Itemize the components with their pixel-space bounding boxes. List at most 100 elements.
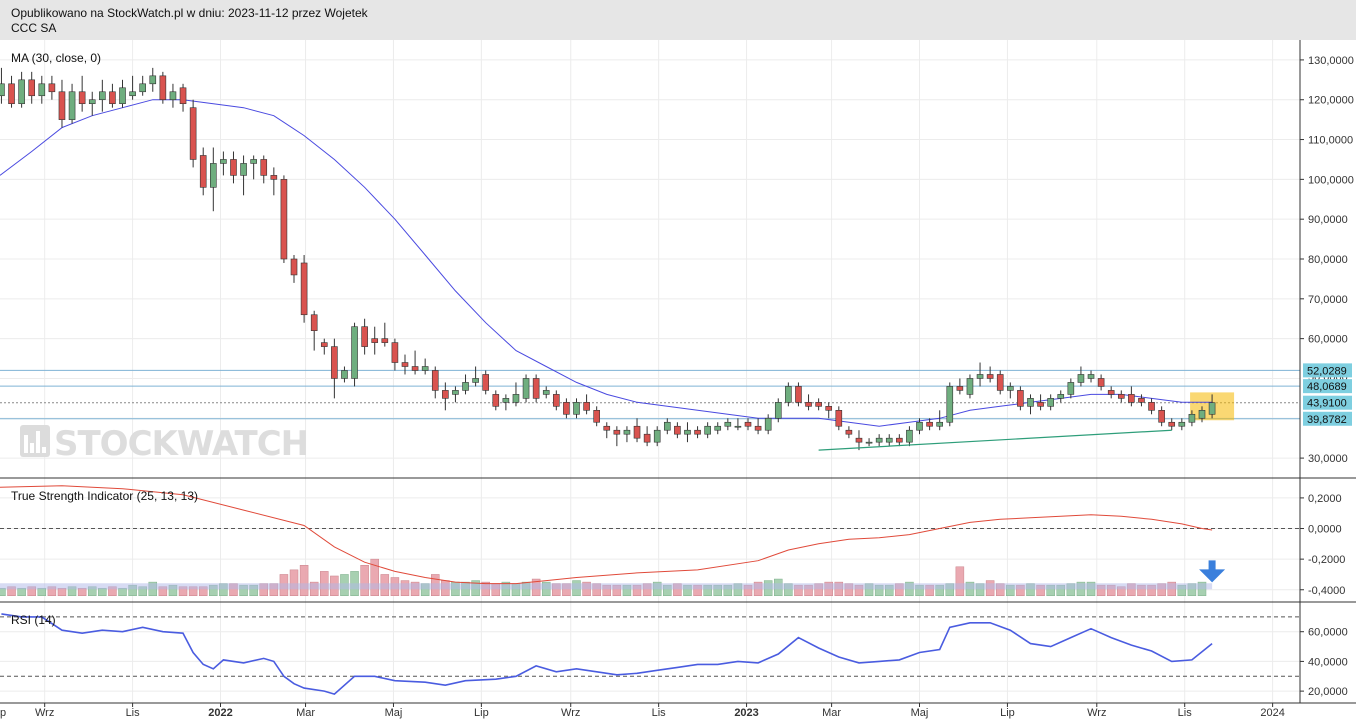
candle-up: [785, 386, 792, 403]
candle-down: [391, 342, 399, 363]
candle-down: [613, 429, 621, 435]
price-y-tick: 90,0000: [1308, 214, 1348, 226]
candle-up: [764, 417, 772, 431]
x-tick-label: Wrz: [561, 707, 580, 719]
candle-up: [139, 83, 146, 93]
trendline[interactable]: [818, 429, 1172, 451]
tsi-histogram-bar: [0, 587, 6, 597]
candle-up: [38, 83, 46, 97]
candle-down: [230, 159, 237, 176]
price-level-badge-label: 48,0689: [1307, 381, 1347, 393]
price-y-tick: 130,0000: [1308, 55, 1354, 67]
candle-down: [986, 374, 994, 379]
tsi-y-tick: 0,2000: [1308, 493, 1342, 505]
candle-down: [401, 362, 409, 367]
watermark-text: STOCKWATCH: [54, 424, 308, 464]
tsi-y-tick: 0,0000: [1308, 524, 1342, 536]
candle-down: [553, 394, 560, 407]
candle-down: [189, 107, 197, 160]
candle-down: [532, 378, 540, 399]
candle-up: [885, 437, 893, 443]
price-level-badge[interactable]: [1303, 379, 1352, 394]
tsi-histogram-bar: [98, 587, 107, 597]
candle-up: [734, 425, 742, 428]
candle-down: [845, 429, 853, 435]
price-y-tick: 70,0000: [1308, 294, 1348, 306]
candle-up: [18, 79, 25, 105]
candle-up: [653, 429, 661, 443]
candle-down: [1037, 402, 1044, 407]
support-trendline[interactable]: [818, 429, 1172, 451]
candle-down: [795, 386, 802, 403]
candle-up: [573, 402, 580, 415]
price-y-tick: 120,0000: [1308, 95, 1354, 107]
price-y-tick: 30,0000: [1308, 453, 1348, 465]
x-tick-label: Wrz: [35, 707, 54, 719]
down-arrow-icon: [1199, 560, 1226, 583]
price-level-badge[interactable]: [1303, 363, 1352, 378]
candle-down: [381, 338, 389, 343]
candle-down: [583, 402, 590, 411]
candle-down: [78, 91, 86, 105]
candle-down: [926, 421, 933, 427]
candle-up: [1208, 402, 1216, 415]
candle-up: [1087, 374, 1095, 379]
price-y-tick: 100,0000: [1308, 174, 1354, 186]
candle-down: [199, 155, 207, 188]
candle-up: [220, 159, 227, 164]
candle-down: [996, 374, 1004, 391]
candle-up: [714, 425, 722, 431]
candle-down: [1168, 421, 1176, 427]
ma30-line: [0, 99, 1213, 427]
price-level-badge[interactable]: [1303, 395, 1352, 410]
x-tick-label: Lip: [474, 707, 489, 719]
candle-down: [694, 429, 701, 435]
candle-up: [1178, 421, 1186, 427]
ticker-name: CCC SA: [11, 21, 57, 35]
x-tick-label: Lis: [1178, 707, 1193, 719]
candle-up: [250, 159, 257, 164]
tsi-y-tick: -0,4000: [1308, 585, 1345, 597]
tsi-histogram-bar: [37, 587, 47, 597]
candle-down: [371, 338, 379, 343]
candle-down: [331, 346, 338, 379]
candle-up: [936, 421, 943, 427]
candle-down: [1107, 390, 1115, 395]
horizontal-levels[interactable]: [0, 369, 1300, 420]
candle-down: [290, 258, 298, 276]
publication-info: Opublikowano na StockWatch.pl w dniu: 20…: [11, 6, 368, 20]
candle-down: [825, 406, 833, 411]
rsi-y-tick: 40,0000: [1308, 656, 1348, 668]
candle-up: [99, 91, 106, 101]
candle-up: [452, 390, 459, 395]
candle-up: [724, 421, 732, 427]
stockwatch-watermark: STOCKWATCH: [20, 424, 309, 464]
candle-down: [58, 91, 66, 120]
candle-up: [1047, 398, 1054, 407]
candle-down: [48, 83, 56, 93]
candle-up: [684, 429, 691, 435]
x-tick-label-partial: p: [0, 707, 6, 719]
candle-down: [28, 79, 36, 97]
x-tick-label: Lip: [1000, 707, 1015, 719]
candle-down: [1138, 398, 1145, 403]
tsi-histogram-bar: [370, 558, 379, 597]
candle-up: [351, 326, 358, 379]
candle-up: [704, 425, 711, 435]
chart-header: Opublikowano na StockWatch.pl w dniu: 20…: [0, 0, 1356, 40]
candle-down: [492, 394, 500, 407]
price-level-badge[interactable]: [1303, 411, 1352, 426]
candle-up: [68, 91, 76, 120]
candle-up: [0, 83, 5, 97]
candle-up: [149, 75, 157, 85]
candle-down: [956, 386, 964, 391]
price-level-badge-label: 52,0289: [1307, 365, 1347, 377]
candle-up: [966, 378, 974, 395]
price-y-tick: 80,0000: [1308, 254, 1348, 266]
candle-up: [119, 87, 126, 105]
candle-up: [916, 421, 923, 431]
candle-down: [300, 262, 308, 316]
candle-down: [1158, 410, 1165, 423]
candle-up: [341, 370, 348, 379]
